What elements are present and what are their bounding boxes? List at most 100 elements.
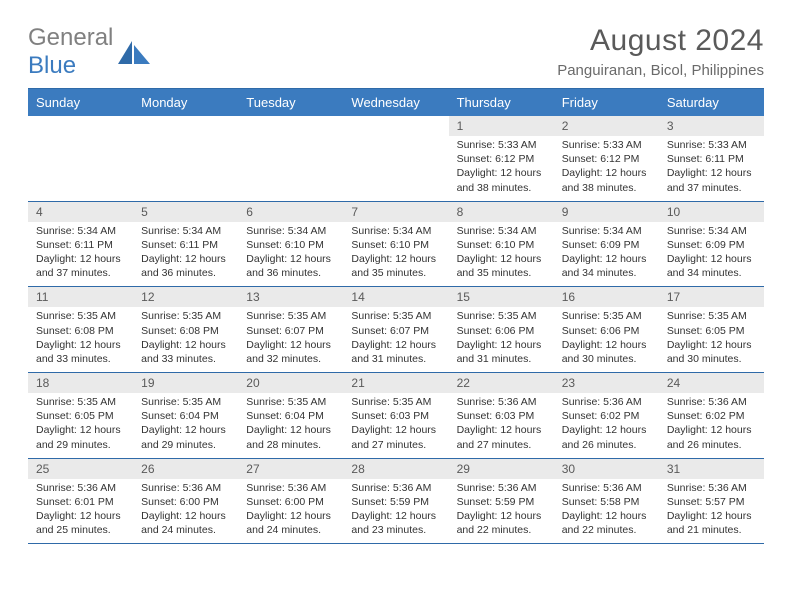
calendar-cell <box>343 116 448 201</box>
calendar-cell: 5Sunrise: 5:34 AMSunset: 6:11 PMDaylight… <box>133 202 238 287</box>
calendar-cell: 31Sunrise: 5:36 AMSunset: 5:57 PMDayligh… <box>659 459 764 544</box>
calendar-cell: 3Sunrise: 5:33 AMSunset: 6:11 PMDaylight… <box>659 116 764 201</box>
day-details: Sunrise: 5:34 AMSunset: 6:11 PMDaylight:… <box>133 222 238 287</box>
day-number <box>28 116 133 134</box>
day-number <box>343 116 448 134</box>
day-number: 28 <box>343 459 448 479</box>
day-details: Sunrise: 5:34 AMSunset: 6:11 PMDaylight:… <box>28 222 133 287</box>
day-details: Sunrise: 5:36 AMSunset: 6:03 PMDaylight:… <box>449 393 554 458</box>
day-details: Sunrise: 5:34 AMSunset: 6:10 PMDaylight:… <box>449 222 554 287</box>
day-details: Sunrise: 5:35 AMSunset: 6:07 PMDaylight:… <box>238 307 343 372</box>
day-details: Sunrise: 5:35 AMSunset: 6:04 PMDaylight:… <box>133 393 238 458</box>
calendar-cell: 7Sunrise: 5:34 AMSunset: 6:10 PMDaylight… <box>343 202 448 287</box>
day-details: Sunrise: 5:34 AMSunset: 6:10 PMDaylight:… <box>238 222 343 287</box>
day-details: Sunrise: 5:35 AMSunset: 6:05 PMDaylight:… <box>28 393 133 458</box>
calendar-cell: 10Sunrise: 5:34 AMSunset: 6:09 PMDayligh… <box>659 202 764 287</box>
weekday-label: Thursday <box>449 89 554 116</box>
day-details <box>133 134 238 190</box>
day-details: Sunrise: 5:34 AMSunset: 6:09 PMDaylight:… <box>554 222 659 287</box>
day-details: Sunrise: 5:35 AMSunset: 6:07 PMDaylight:… <box>343 307 448 372</box>
day-details: Sunrise: 5:33 AMSunset: 6:12 PMDaylight:… <box>554 136 659 201</box>
day-number: 8 <box>449 202 554 222</box>
day-number: 16 <box>554 287 659 307</box>
day-number: 17 <box>659 287 764 307</box>
weekday-label: Tuesday <box>238 89 343 116</box>
calendar-cell: 24Sunrise: 5:36 AMSunset: 6:02 PMDayligh… <box>659 373 764 458</box>
day-details: Sunrise: 5:36 AMSunset: 5:58 PMDaylight:… <box>554 479 659 544</box>
calendar-week: 4Sunrise: 5:34 AMSunset: 6:11 PMDaylight… <box>28 202 764 288</box>
day-number: 27 <box>238 459 343 479</box>
day-details: Sunrise: 5:35 AMSunset: 6:03 PMDaylight:… <box>343 393 448 458</box>
weekday-label: Monday <box>133 89 238 116</box>
calendar-cell: 20Sunrise: 5:35 AMSunset: 6:04 PMDayligh… <box>238 373 343 458</box>
day-details <box>238 134 343 190</box>
calendar-cell: 11Sunrise: 5:35 AMSunset: 6:08 PMDayligh… <box>28 287 133 372</box>
calendar-cell: 30Sunrise: 5:36 AMSunset: 5:58 PMDayligh… <box>554 459 659 544</box>
day-number: 12 <box>133 287 238 307</box>
calendar-week: 25Sunrise: 5:36 AMSunset: 6:01 PMDayligh… <box>28 459 764 545</box>
calendar-cell: 13Sunrise: 5:35 AMSunset: 6:07 PMDayligh… <box>238 287 343 372</box>
day-details: Sunrise: 5:36 AMSunset: 5:59 PMDaylight:… <box>343 479 448 544</box>
day-details: Sunrise: 5:34 AMSunset: 6:09 PMDaylight:… <box>659 222 764 287</box>
day-details: Sunrise: 5:36 AMSunset: 6:00 PMDaylight:… <box>238 479 343 544</box>
calendar-cell: 14Sunrise: 5:35 AMSunset: 6:07 PMDayligh… <box>343 287 448 372</box>
day-number: 5 <box>133 202 238 222</box>
day-details: Sunrise: 5:36 AMSunset: 6:02 PMDaylight:… <box>659 393 764 458</box>
day-number: 1 <box>449 116 554 136</box>
calendar-cell: 25Sunrise: 5:36 AMSunset: 6:01 PMDayligh… <box>28 459 133 544</box>
calendar-cell <box>238 116 343 201</box>
calendar-cell <box>28 116 133 201</box>
day-number: 22 <box>449 373 554 393</box>
calendar-cell: 2Sunrise: 5:33 AMSunset: 6:12 PMDaylight… <box>554 116 659 201</box>
day-number: 15 <box>449 287 554 307</box>
weekday-label: Sunday <box>28 89 133 116</box>
calendar-cell: 27Sunrise: 5:36 AMSunset: 6:00 PMDayligh… <box>238 459 343 544</box>
calendar-cell: 29Sunrise: 5:36 AMSunset: 5:59 PMDayligh… <box>449 459 554 544</box>
calendar-cell: 17Sunrise: 5:35 AMSunset: 6:05 PMDayligh… <box>659 287 764 372</box>
day-number: 23 <box>554 373 659 393</box>
day-details <box>343 134 448 190</box>
day-number: 25 <box>28 459 133 479</box>
calendar-cell: 9Sunrise: 5:34 AMSunset: 6:09 PMDaylight… <box>554 202 659 287</box>
calendar-cell: 8Sunrise: 5:34 AMSunset: 6:10 PMDaylight… <box>449 202 554 287</box>
day-details <box>28 134 133 190</box>
day-number: 9 <box>554 202 659 222</box>
weekday-header: SundayMondayTuesdayWednesdayThursdayFrid… <box>28 88 764 116</box>
calendar-cell: 12Sunrise: 5:35 AMSunset: 6:08 PMDayligh… <box>133 287 238 372</box>
calendar-cell: 22Sunrise: 5:36 AMSunset: 6:03 PMDayligh… <box>449 373 554 458</box>
day-number: 4 <box>28 202 133 222</box>
location: Panguiranan, Bicol, Philippines <box>557 62 764 79</box>
day-number <box>133 116 238 134</box>
day-details: Sunrise: 5:36 AMSunset: 6:01 PMDaylight:… <box>28 479 133 544</box>
day-details: Sunrise: 5:33 AMSunset: 6:11 PMDaylight:… <box>659 136 764 201</box>
day-number: 14 <box>343 287 448 307</box>
day-number: 11 <box>28 287 133 307</box>
calendar-cell: 16Sunrise: 5:35 AMSunset: 6:06 PMDayligh… <box>554 287 659 372</box>
day-number: 7 <box>343 202 448 222</box>
weekday-label: Friday <box>554 89 659 116</box>
calendar-cell: 23Sunrise: 5:36 AMSunset: 6:02 PMDayligh… <box>554 373 659 458</box>
logo-sail-icon <box>117 39 151 65</box>
calendar-cell: 6Sunrise: 5:34 AMSunset: 6:10 PMDaylight… <box>238 202 343 287</box>
logo-word-general: General <box>28 24 113 51</box>
logo-text: General Blue <box>28 24 113 80</box>
header: General Blue August 2024 Panguiranan, Bi… <box>28 24 764 80</box>
day-details: Sunrise: 5:36 AMSunset: 5:59 PMDaylight:… <box>449 479 554 544</box>
day-details: Sunrise: 5:34 AMSunset: 6:10 PMDaylight:… <box>343 222 448 287</box>
calendar-cell <box>133 116 238 201</box>
weekday-label: Saturday <box>659 89 764 116</box>
day-details: Sunrise: 5:36 AMSunset: 5:57 PMDaylight:… <box>659 479 764 544</box>
day-number: 6 <box>238 202 343 222</box>
calendar-cell: 1Sunrise: 5:33 AMSunset: 6:12 PMDaylight… <box>449 116 554 201</box>
title-block: August 2024 Panguiranan, Bicol, Philippi… <box>557 24 764 79</box>
day-number: 3 <box>659 116 764 136</box>
day-number: 18 <box>28 373 133 393</box>
day-details: Sunrise: 5:35 AMSunset: 6:08 PMDaylight:… <box>28 307 133 372</box>
day-details: Sunrise: 5:35 AMSunset: 6:06 PMDaylight:… <box>449 307 554 372</box>
logo: General Blue <box>28 24 151 80</box>
calendar-week: 1Sunrise: 5:33 AMSunset: 6:12 PMDaylight… <box>28 116 764 202</box>
weekday-label: Wednesday <box>343 89 448 116</box>
day-number: 21 <box>343 373 448 393</box>
day-details: Sunrise: 5:35 AMSunset: 6:05 PMDaylight:… <box>659 307 764 372</box>
calendar-cell: 26Sunrise: 5:36 AMSunset: 6:00 PMDayligh… <box>133 459 238 544</box>
